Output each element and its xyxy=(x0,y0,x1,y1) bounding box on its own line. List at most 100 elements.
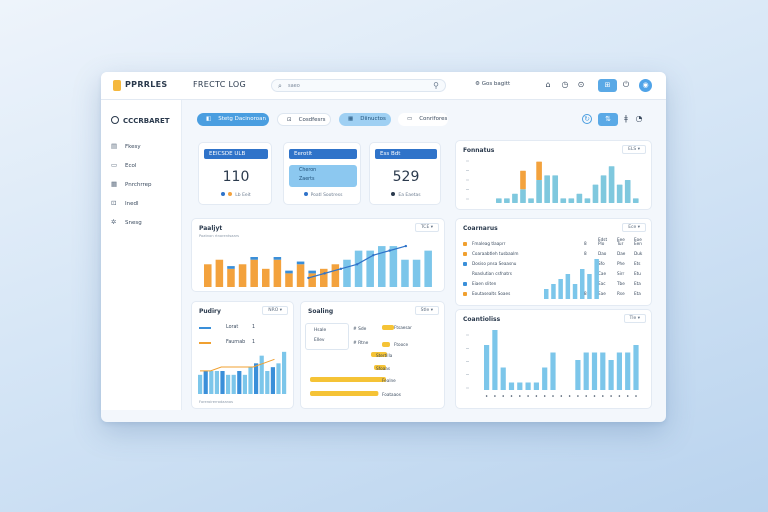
account-link[interactable]: ⚙ Gos bagitt xyxy=(475,81,511,87)
legend-dot xyxy=(303,192,308,196)
table-row[interactable]: Eiaen sliten Eac Tbe Eta xyxy=(456,280,651,290)
bar xyxy=(331,264,340,287)
row-label: Fmaleag tlaaprr xyxy=(472,241,506,246)
row-cell: Dao xyxy=(598,251,607,256)
row-cell: Tur xyxy=(617,241,624,246)
bar-cap xyxy=(285,270,293,274)
panel-dropdown[interactable]: TCE ▾ xyxy=(414,223,439,232)
dropdown-label: Stle xyxy=(420,308,430,313)
trend-point xyxy=(388,249,391,252)
bar xyxy=(214,371,219,394)
table-row[interactable]: Roaslutian csfnatrs Cae Sirr Etu xyxy=(456,270,651,280)
x-tick xyxy=(585,395,587,397)
panel-dropdown[interactable]: Stle ▾ xyxy=(414,306,439,315)
table-row[interactable]: Fmaleag tlaaprr 8 Plo Tur Een xyxy=(456,240,651,250)
sidebar-item-snesg[interactable]: ✲ Snesg xyxy=(111,218,142,226)
panel-dropdown[interactable]: Tle ▾ xyxy=(623,314,646,323)
bar xyxy=(270,367,275,394)
bar xyxy=(542,367,548,390)
home-icon[interactable]: ⌂ xyxy=(545,80,551,89)
row-label: Eiaen sliten xyxy=(472,281,497,286)
kpi-header: EEICSDE ULB xyxy=(204,149,268,159)
help-icon[interactable]: ⊙ xyxy=(577,80,585,89)
bar xyxy=(343,259,351,287)
bar xyxy=(583,352,589,390)
warning-icon xyxy=(463,292,467,296)
bar xyxy=(231,374,236,394)
calendar-icon: ▦ xyxy=(111,180,118,188)
kpi-card-2[interactable]: Eerotlt Cheron Zaerts Poatl Sootress xyxy=(283,142,361,205)
document-icon: ▭ xyxy=(407,116,413,122)
filter-pill-diinuctos[interactable]: ▦ Diinuctos xyxy=(339,113,391,126)
bell-icon[interactable]: ◔ xyxy=(635,114,643,123)
pudiry-panel: Pudiry NRO ▾ Lorat 1 Faurnab 1 Foreroire… xyxy=(191,301,294,409)
list-item: Ellev xyxy=(314,338,325,343)
kpi-sub-label: Ea Eaetas xyxy=(398,193,421,198)
table-row[interactable]: Eoutasealts Soaes 8 Eae Rse Eta xyxy=(456,290,651,300)
row-cell: Dae xyxy=(617,251,626,256)
panel-dropdown[interactable]: Ece ▾ xyxy=(622,223,646,232)
sidebar: CCCRBARET ▤ Fkesy ▭ Ecol ▦ Pnrchrrep ⊡ Inedl… xyxy=(101,100,182,410)
sidebar-item-pnrchrrep[interactable]: ▦ Pnrchrrep xyxy=(111,180,152,188)
kpi-card-3[interactable]: Ess Bdt 529 Ea Eaetas xyxy=(369,142,441,205)
bar xyxy=(600,175,607,203)
row-cell: Ets xyxy=(634,261,641,266)
filter-pill-label: Cosdfesrs xyxy=(298,117,326,123)
panel-title: Fonnatus xyxy=(463,147,495,154)
kpi-subtext: Lb Eeit xyxy=(199,192,271,198)
app-name: PPRRLES xyxy=(125,80,168,89)
bar xyxy=(520,170,526,190)
search-input[interactable]: ⌕ saeo ⚲ xyxy=(271,79,446,92)
chart-view-button[interactable]: ⇅ xyxy=(598,113,618,126)
thermometer-icon[interactable]: ǂ xyxy=(624,114,628,123)
bar xyxy=(209,371,214,394)
panel-dropdown[interactable]: NRO ▾ xyxy=(262,306,288,315)
panel-dropdown[interactable]: ELS ▾ xyxy=(622,145,646,154)
bar xyxy=(591,352,598,390)
grid-icon: ▦ xyxy=(348,116,354,122)
row-cell: Duk xyxy=(634,251,643,256)
row-label: Eoutasealts Soaes xyxy=(472,291,511,296)
filter-pill-stetg[interactable]: ◧ Stetg Dacinoroan xyxy=(197,113,269,126)
table-row[interactable]: Dosiso pnsa Seaasnu Sfo Phe Ets xyxy=(456,260,651,270)
bar xyxy=(616,184,623,203)
dropdown-label: Ece xyxy=(628,225,637,230)
app-window: PPRRLES FRECTC LOG ⌕ saeo ⚲ ⚙ Gos bagitt… xyxy=(101,72,666,422)
x-tick xyxy=(602,395,604,397)
bar xyxy=(528,198,534,203)
bar xyxy=(625,352,631,390)
filter-pill-label: Diinuctos xyxy=(360,116,386,122)
filter-pill-conrifores[interactable]: ▭ Conrifores xyxy=(398,113,448,126)
kpi-value: 529 xyxy=(392,169,420,185)
refresh-icon[interactable]: ↻ xyxy=(582,114,592,124)
sidebar-item-ecol[interactable]: ▭ Ecol xyxy=(111,161,136,169)
bar xyxy=(525,382,531,390)
table-row[interactable]: Coaraabtleh tusbaalm 8 Dao Dae Duk xyxy=(456,250,651,260)
search-icon[interactable]: ⚲ xyxy=(433,81,439,90)
bar xyxy=(371,352,387,357)
sidebar-item-label: Ecol xyxy=(125,163,137,169)
kpi-card-1[interactable]: EEICSDE ULB 110 Lb Eeit xyxy=(198,142,272,205)
filter-pill-cosdfesrs[interactable]: ⊡ Cosdfesrs xyxy=(277,113,331,126)
bar xyxy=(575,360,581,390)
bar xyxy=(492,330,498,390)
sidebar-item-fkesy[interactable]: ▤ Fkesy xyxy=(111,142,141,150)
avatar[interactable]: ◉ xyxy=(639,79,652,92)
x-tick xyxy=(485,395,488,397)
bar xyxy=(633,345,639,390)
clock-icon[interactable]: ◷ xyxy=(561,80,569,89)
bar xyxy=(226,374,231,394)
trend-point xyxy=(355,263,359,266)
bar xyxy=(310,391,379,396)
bar xyxy=(204,264,212,287)
document-icon: ▭ xyxy=(111,161,118,169)
legend-label: Lorat xyxy=(226,325,239,330)
trend-point xyxy=(404,244,408,248)
power-icon[interactable]: ⏻ xyxy=(622,80,630,89)
kpi-sub-label: Lb Eeit xyxy=(235,193,251,198)
sidebar-item-inedl[interactable]: ⊡ Inedl xyxy=(111,199,139,207)
grid-view-button[interactable]: ⊞ xyxy=(598,79,617,92)
panel-title: Paaljyt xyxy=(199,225,223,232)
legend-swatch xyxy=(199,342,211,344)
coantioliss-panel: Coantioliss Tle ▾ xyxy=(455,309,652,409)
